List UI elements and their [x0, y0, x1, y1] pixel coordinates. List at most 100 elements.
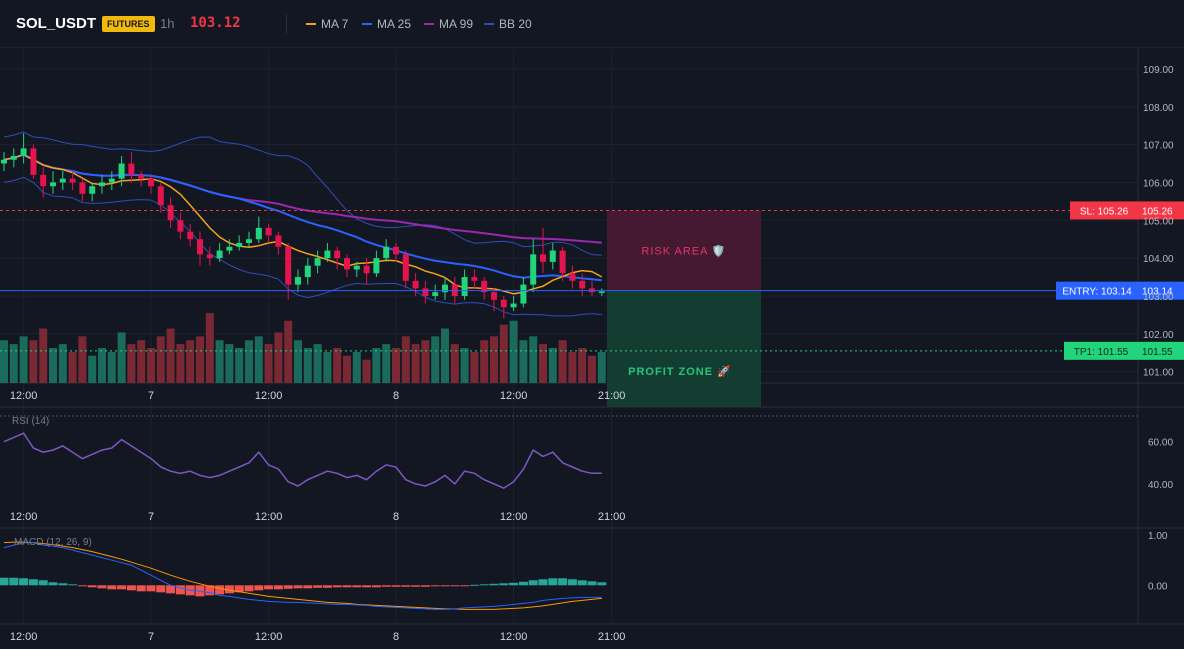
legend-ma25[interactable]: MA 25 [362, 17, 411, 31]
time-tick-label: 8 [393, 631, 399, 643]
macd-line [3, 542, 602, 610]
entry-tag-bg [1056, 281, 1138, 300]
volume-bar [558, 340, 567, 383]
volume-bar [98, 348, 106, 383]
entry-price-bg [1138, 281, 1184, 300]
candle-body [383, 246, 390, 259]
volume-bar [499, 324, 508, 383]
legend-ma7-label: MA 7 [321, 17, 349, 31]
candle-body [402, 254, 409, 281]
candle-body [598, 291, 605, 293]
candle-body [481, 280, 488, 293]
volume-bar [323, 351, 332, 383]
macd-histogram-bar [87, 585, 97, 588]
tp1-price-label: 101.55 [1142, 347, 1173, 358]
price-tick-label: 105.00 [1143, 216, 1174, 227]
volume-bar [225, 344, 234, 383]
candle-body [549, 250, 556, 262]
macd-histogram-bar [166, 585, 176, 594]
candle-body [304, 265, 311, 278]
time-tick-label: 12:00 [255, 631, 283, 643]
rsi-tick-label: 60.00 [1148, 438, 1173, 449]
macd-histogram-bar [126, 585, 136, 591]
legend-ma25-label: MA 25 [377, 17, 412, 31]
candle-body [314, 258, 321, 266]
candle-body [59, 178, 66, 183]
macd-histogram-bar [293, 585, 303, 589]
legend-bb20-swatch [484, 22, 494, 25]
volume-bar [597, 351, 606, 383]
macd-histogram-bar [411, 585, 421, 587]
candle-body [334, 250, 341, 259]
candle-body [432, 292, 439, 296]
time-tick-label: 12:00 [10, 390, 38, 402]
volume-bar [313, 344, 322, 383]
entry-tag-label: ENTRY: 103.14 [1062, 287, 1132, 298]
candle-body [187, 231, 194, 240]
candle-body [520, 284, 527, 304]
macd-histogram-bar [264, 585, 274, 590]
volume-bar [235, 348, 244, 383]
macd-histogram-bar [352, 585, 362, 588]
legend-ma99[interactable]: MA 99 [424, 17, 473, 31]
macd-histogram-bar [58, 583, 68, 586]
macd-signal-line [3, 541, 602, 610]
volume-bar [480, 340, 489, 383]
volume-bar [68, 351, 77, 383]
volume-bar [284, 320, 293, 383]
candle-body [353, 265, 360, 270]
chart-header: SOL_USDT FUTURES 1h 103.12 MA 7 MA 25 MA… [0, 0, 1184, 48]
tp1-tag-label: TP1: 101.55 [1074, 347, 1129, 358]
volume-bar [548, 348, 557, 383]
rsi-pane: RSI (14) 60.00 40.00 [3, 416, 1173, 491]
volume-bar [333, 348, 342, 383]
candle-body [412, 280, 419, 289]
volume-bars [0, 313, 606, 383]
macd-histogram-bar [107, 585, 117, 590]
macd-histogram-bar [597, 582, 607, 586]
macd-histogram-bar [0, 577, 9, 586]
candle-body [422, 288, 429, 296]
candle-body [540, 254, 546, 262]
volume-bar [88, 355, 97, 383]
macd-histogram-bar [430, 585, 440, 587]
candle-body [324, 250, 331, 259]
volume-bar [205, 313, 214, 383]
time-tick-label: 12:00 [10, 631, 38, 643]
volume-bar [127, 344, 136, 383]
risk-area-label: RISK AREA 🛡️ [641, 245, 726, 258]
macd-histogram-bar [362, 585, 372, 588]
legend-ma25-swatch [362, 22, 372, 25]
legend-bb20[interactable]: BB 20 [484, 17, 532, 31]
macd-histogram-bar [303, 585, 313, 589]
macd-histogram-bar [146, 585, 156, 592]
legend-ma7[interactable]: MA 7 [306, 17, 348, 31]
macd-histogram-bar [28, 579, 38, 586]
volume-bar [529, 336, 538, 383]
macd-histogram-bar [469, 584, 479, 586]
timeframe-label[interactable]: 1h [160, 16, 175, 31]
entry-price-label: 103.14 [1142, 287, 1173, 298]
macd-tick-label: 0.00 [1148, 581, 1168, 592]
macd-histogram-bar [509, 582, 519, 586]
time-tick-label: 7 [148, 390, 154, 402]
volume-bar [254, 336, 263, 383]
volume-bar [294, 340, 302, 383]
macd-histogram-bar [205, 585, 215, 596]
volume-bar [362, 359, 371, 383]
macd-histogram-bar [401, 585, 411, 587]
macd-histogram-bar [440, 585, 450, 587]
rsi-line [3, 432, 602, 489]
candle-body [471, 277, 478, 281]
price-tick-label: 103.00 [1143, 292, 1174, 303]
candle-body [148, 178, 154, 187]
candle-body [226, 246, 233, 251]
macd-histogram-bar [273, 585, 283, 590]
candle-body [491, 292, 497, 300]
volume-bar [519, 340, 528, 383]
volume-bar [431, 336, 440, 383]
macd-histogram-bar [19, 578, 29, 586]
macd-histogram-bar [371, 585, 381, 588]
symbol-name[interactable]: SOL_USDT [16, 15, 97, 32]
